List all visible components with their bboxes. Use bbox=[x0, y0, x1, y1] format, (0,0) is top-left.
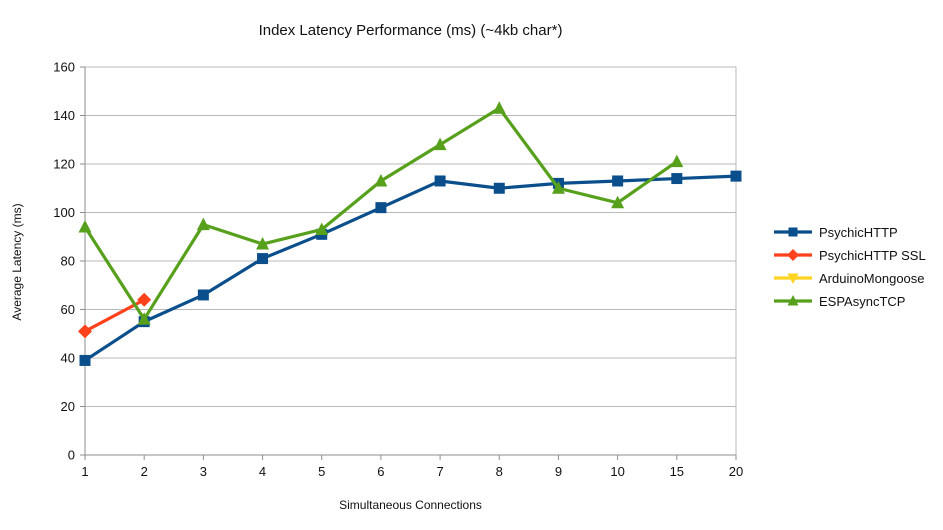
series-segment bbox=[616, 160, 678, 205]
series-segment bbox=[380, 143, 441, 183]
marker-triangle-up bbox=[492, 101, 506, 114]
y-tick-label: 0 bbox=[68, 448, 75, 463]
marker-square bbox=[612, 175, 624, 187]
marker-triangle-down bbox=[787, 273, 799, 284]
y-tick-label: 60 bbox=[61, 302, 75, 317]
legend-item-arduinomongoose: ArduinoMongoose bbox=[773, 269, 926, 287]
series-segment bbox=[84, 320, 146, 362]
legend-label: ArduinoMongoose bbox=[819, 270, 925, 286]
legend-item-espasynctcp: ESPAsyncTCP bbox=[773, 292, 926, 310]
x-tick-label: 7 bbox=[436, 464, 443, 479]
series-segment bbox=[497, 107, 560, 190]
legend-swatch-diamond-icon bbox=[774, 249, 812, 261]
marker-square bbox=[493, 182, 505, 194]
marker-triangle-up bbox=[315, 222, 329, 235]
series-segment bbox=[558, 179, 618, 185]
legend-item-psychichttp-ssl: PsychicHTTP SSL bbox=[773, 246, 926, 264]
series-segment bbox=[558, 186, 619, 205]
marker-triangle-up bbox=[787, 295, 799, 306]
marker-square bbox=[79, 354, 91, 366]
x-tick-label: 20 bbox=[729, 464, 743, 479]
marker-square bbox=[197, 289, 209, 301]
series-espasynctcp bbox=[78, 101, 684, 325]
legend-swatch-square-icon bbox=[774, 227, 812, 237]
series-segment bbox=[142, 223, 205, 321]
x-tick-label: 9 bbox=[555, 464, 562, 479]
legend-label: PsychicHTTP SSL bbox=[819, 247, 926, 263]
series-segment bbox=[439, 106, 501, 146]
series-segment bbox=[380, 179, 441, 210]
marker-triangle-up bbox=[374, 173, 388, 187]
marker-diamond bbox=[137, 292, 152, 307]
marker-triangle-up bbox=[78, 220, 92, 233]
x-tick-label: 1 bbox=[81, 464, 88, 479]
legend-swatch-triangle-up-icon bbox=[774, 295, 812, 306]
x-axis-title: Simultaneous Connections bbox=[339, 498, 482, 512]
y-tick-label: 140 bbox=[53, 108, 75, 123]
chart-title: Index Latency Performance (ms) (~4kb cha… bbox=[258, 22, 563, 39]
y-tick-label: 20 bbox=[61, 399, 75, 414]
x-tick-label: 6 bbox=[377, 464, 384, 479]
marker-triangle-up bbox=[256, 237, 270, 250]
series-segment bbox=[83, 226, 146, 321]
series-segment bbox=[202, 223, 264, 246]
marker-square bbox=[788, 227, 798, 237]
marker-square bbox=[257, 253, 269, 265]
marker-triangle-up bbox=[611, 195, 625, 209]
legend-item-psychichttp: PsychicHTTP bbox=[773, 223, 926, 241]
marker-triangle-up bbox=[433, 137, 447, 151]
marker-square bbox=[730, 170, 742, 182]
series-segment bbox=[262, 227, 323, 246]
marker-triangle-up bbox=[196, 217, 210, 231]
x-tick-label: 4 bbox=[259, 464, 266, 479]
x-tick-label: 2 bbox=[141, 464, 148, 479]
x-tick-label: 15 bbox=[670, 464, 684, 479]
marker-triangle-up bbox=[551, 181, 565, 194]
marker-square bbox=[434, 175, 446, 187]
y-axis-title: Average Latency (ms) bbox=[10, 203, 24, 321]
series-segment bbox=[320, 179, 382, 231]
series-segment bbox=[202, 257, 264, 297]
marker-diamond bbox=[78, 324, 92, 339]
y-tick-label: 160 bbox=[53, 60, 75, 75]
marker-square bbox=[671, 173, 683, 185]
series-segment bbox=[261, 232, 323, 261]
series-segment bbox=[617, 176, 677, 183]
y-tick-label: 80 bbox=[61, 254, 75, 269]
y-tick-label: 100 bbox=[53, 205, 75, 220]
marker-triangle-up bbox=[670, 154, 684, 168]
legend-label: ESPAsyncTCP bbox=[819, 293, 906, 309]
y-tick-label: 120 bbox=[53, 157, 75, 172]
series-segment bbox=[499, 181, 559, 190]
series-segment bbox=[143, 293, 205, 324]
series-psychichttp bbox=[79, 170, 742, 366]
x-tick-label: 10 bbox=[610, 464, 624, 479]
y-tick-label: 40 bbox=[61, 351, 75, 366]
x-tick-label: 8 bbox=[496, 464, 503, 479]
marker-triangle-up bbox=[137, 312, 151, 325]
x-tick-label: 3 bbox=[200, 464, 207, 479]
series-segment bbox=[321, 206, 382, 236]
series-segment bbox=[676, 174, 737, 181]
marker-diamond bbox=[787, 249, 799, 261]
x-tick-label: 5 bbox=[318, 464, 325, 479]
legend-swatch-triangle-down-icon bbox=[774, 273, 812, 284]
legend: PsychicHTTP PsychicHTTP SSL ArduinoMongoos… bbox=[773, 223, 926, 310]
series-segment bbox=[439, 179, 500, 190]
legend-label: PsychicHTTP bbox=[819, 224, 898, 240]
marker-square bbox=[375, 202, 387, 214]
